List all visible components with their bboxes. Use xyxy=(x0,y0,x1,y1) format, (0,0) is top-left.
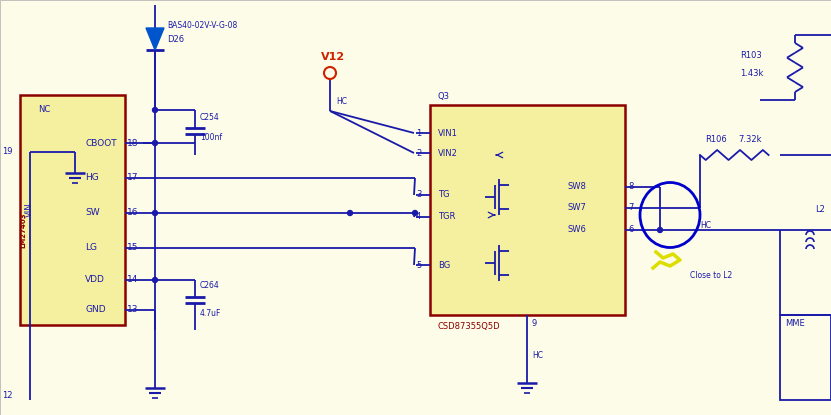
Circle shape xyxy=(657,227,662,232)
Text: R106: R106 xyxy=(705,136,727,144)
Text: 18: 18 xyxy=(127,139,139,147)
Text: 5: 5 xyxy=(416,261,421,269)
Circle shape xyxy=(412,210,417,215)
Bar xyxy=(780,315,831,400)
Text: Q3: Q3 xyxy=(438,93,450,102)
Circle shape xyxy=(153,141,158,146)
Text: 3: 3 xyxy=(416,190,421,200)
Text: L2: L2 xyxy=(815,205,825,215)
Bar xyxy=(430,105,625,315)
Text: 1: 1 xyxy=(416,129,421,137)
Text: 100nf: 100nf xyxy=(200,134,222,142)
Polygon shape xyxy=(146,28,164,50)
Text: LG: LG xyxy=(85,244,97,252)
Text: 2: 2 xyxy=(416,149,421,158)
Text: 14: 14 xyxy=(127,276,139,285)
Text: HC: HC xyxy=(532,351,543,359)
Text: 16: 16 xyxy=(127,208,139,217)
Circle shape xyxy=(347,210,352,215)
Text: MME: MME xyxy=(785,318,804,327)
Text: VIN1: VIN1 xyxy=(438,129,458,137)
Text: BAS40-02V-V-G-08: BAS40-02V-V-G-08 xyxy=(167,22,237,30)
Text: D26: D26 xyxy=(167,36,184,44)
Text: 19: 19 xyxy=(2,147,12,156)
Text: GND: GND xyxy=(85,305,106,315)
Text: SW6: SW6 xyxy=(567,225,586,234)
Text: R103: R103 xyxy=(740,51,762,59)
Text: VDD: VDD xyxy=(85,276,105,285)
Text: V12: V12 xyxy=(321,52,345,62)
Circle shape xyxy=(153,278,158,283)
Text: 15: 15 xyxy=(127,244,139,252)
Text: HG: HG xyxy=(85,173,99,183)
Text: 6: 6 xyxy=(628,225,633,234)
Text: LM27403: LM27403 xyxy=(20,212,26,248)
Text: SW: SW xyxy=(85,208,100,217)
Text: CBOOT: CBOOT xyxy=(85,139,116,147)
Text: SW7: SW7 xyxy=(567,203,586,212)
Text: 8: 8 xyxy=(628,183,633,191)
Text: CSD87355Q5D: CSD87355Q5D xyxy=(438,322,500,332)
Text: 17: 17 xyxy=(127,173,139,183)
Text: 13: 13 xyxy=(127,305,139,315)
Text: HC: HC xyxy=(700,220,711,229)
Text: VIN: VIN xyxy=(24,203,33,217)
Text: BG: BG xyxy=(438,261,450,269)
Text: NC: NC xyxy=(38,105,50,113)
Text: 9: 9 xyxy=(532,318,538,327)
Text: 1.43k: 1.43k xyxy=(740,68,764,78)
Bar xyxy=(20,95,125,325)
Text: C264: C264 xyxy=(200,281,219,290)
Text: C254: C254 xyxy=(200,113,219,122)
Text: 12: 12 xyxy=(2,391,12,400)
Text: 4.7uF: 4.7uF xyxy=(200,308,221,317)
Circle shape xyxy=(153,210,158,215)
Text: HC: HC xyxy=(336,97,347,105)
Text: 7: 7 xyxy=(628,203,633,212)
Text: SW8: SW8 xyxy=(567,183,586,191)
Text: 7.32k: 7.32k xyxy=(738,136,761,144)
Circle shape xyxy=(153,107,158,112)
Text: TGR: TGR xyxy=(438,212,455,222)
Text: Close to L2: Close to L2 xyxy=(690,271,732,279)
Text: 4: 4 xyxy=(416,212,421,222)
Text: TG: TG xyxy=(438,190,450,200)
Text: VIN2: VIN2 xyxy=(438,149,458,158)
